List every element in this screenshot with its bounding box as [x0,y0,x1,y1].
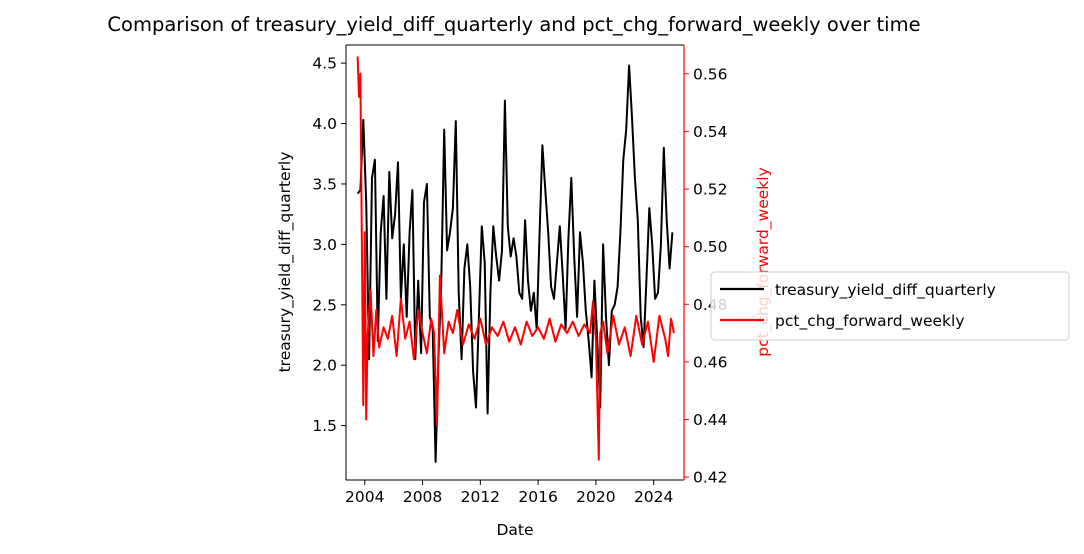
y-right-tick-label: 0.56 [693,65,728,83]
y-left-tick-label: 3.5 [312,175,337,193]
y-right-tick-label: 0.52 [693,181,728,199]
legend-box [710,271,1070,341]
legend-label-pct-chg: pct_chg_forward_weekly [775,312,965,331]
y-left-tick-label: 4.5 [312,55,337,73]
y-right-tick-label: 0.54 [693,123,728,141]
series-line-treasury_yield_diff_quarterly [356,64,674,463]
y-right-tick-label: 0.46 [693,353,728,371]
y-left-tick-label: 1.5 [312,417,337,435]
y-left-axis-label: treasury_yield_diff_quarterly [276,152,295,373]
x-tick-label: 2016 [518,488,557,506]
x-tick-label: 2012 [461,488,500,506]
axes-layer: 2004 2008 2012 2016 2020 2024 1.5 2.0 2.5 3.0 3.5 4… [312,44,728,506]
y-right-tick-label: 0.44 [693,411,728,429]
y-left-tick-label: 4.0 [312,115,337,133]
legend-label-treasury: treasury_yield_diff_quarterly [775,281,996,300]
x-tick-label: 2004 [345,488,384,506]
x-axis-label: Date [496,521,533,539]
legend: treasury_yield_diff_quarterly pct_chg_fo… [710,271,1070,341]
y-right-tick-label: 0.42 [693,469,728,487]
y-left-tick-label: 2.5 [312,296,337,314]
y-right-tick-label: 0.50 [693,238,728,256]
y-left-tick-label: 2.0 [312,357,337,375]
x-tick-label: 2024 [634,488,673,506]
series-layer [356,56,675,463]
chart-title: Comparison of treasury_yield_diff_quarte… [107,13,920,36]
x-tick-label: 2008 [403,488,442,506]
x-tick-label: 2020 [576,488,615,506]
series-line-pct_chg_forward_weekly [356,56,675,461]
y-left-tick-label: 3.0 [312,236,337,254]
